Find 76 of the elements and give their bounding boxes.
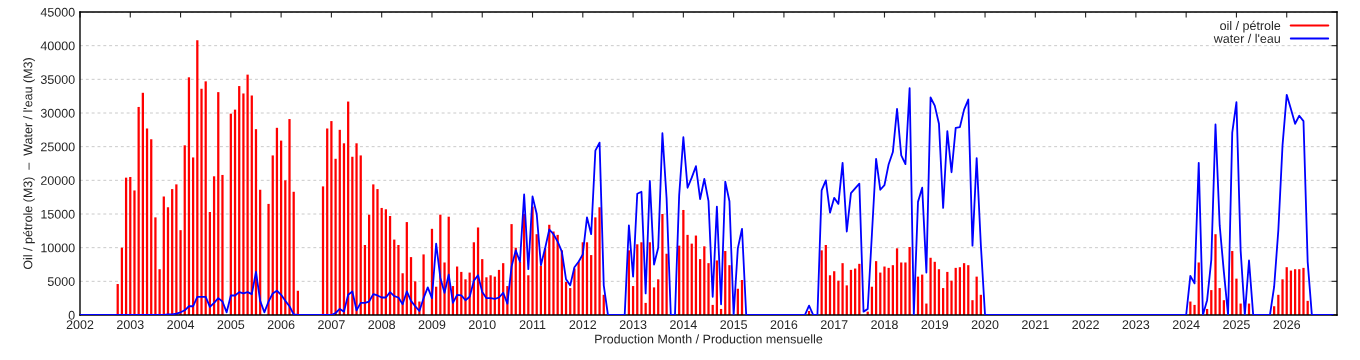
bar (355, 143, 358, 315)
bar (1193, 304, 1196, 315)
bar (1302, 267, 1305, 315)
x-tick-label: 2002 (66, 320, 94, 330)
x-tick-label: 2004 (167, 320, 195, 330)
legend-label: oil / pétrole (1220, 20, 1281, 33)
y-tick-label: 5000 (47, 277, 75, 286)
x-tick-label: 2024 (1172, 320, 1200, 330)
y-tick-label: 20000 (41, 176, 75, 185)
x-tick-label: 2014 (670, 320, 697, 330)
bar (728, 265, 731, 315)
x-tick-label: 2005 (217, 320, 245, 330)
bar (707, 263, 710, 315)
bar (376, 189, 379, 315)
bar (552, 231, 555, 315)
bar (841, 263, 844, 315)
x-tick-label: 2018 (871, 320, 898, 330)
bar (598, 207, 601, 315)
y-tick-label: 15000 (41, 209, 75, 219)
y-tick-label: 45000 (40, 7, 75, 17)
bar (175, 184, 178, 315)
x-tick-label: 2011 (519, 320, 546, 330)
x-tick-label: 2022 (1072, 320, 1099, 330)
bar (531, 206, 534, 315)
x-tick-label: 2016 (770, 320, 798, 330)
bar (883, 266, 886, 315)
x-tick-label: 2023 (1122, 320, 1150, 330)
bar (221, 174, 224, 315)
x-tick-label: 2020 (971, 320, 999, 330)
x-tick-label: 2026 (1273, 320, 1301, 330)
bar (489, 275, 492, 315)
bar (246, 74, 249, 315)
x-tick-label: 2006 (267, 320, 295, 330)
bar (200, 88, 203, 315)
bar (577, 261, 580, 315)
bar (1281, 279, 1284, 315)
bar (661, 214, 664, 315)
legend-label: water / l'eau (1213, 33, 1280, 43)
bar (950, 280, 953, 315)
x-tick-label: 2010 (468, 320, 496, 330)
x-tick-label: 2017 (820, 320, 848, 330)
bar (154, 217, 157, 315)
x-tick-label: 2003 (117, 320, 144, 330)
bar (288, 119, 291, 315)
y-tick-label: 10000 (41, 243, 75, 253)
bar (485, 277, 488, 315)
y-tick-label: 30000 (40, 108, 75, 118)
bar (133, 190, 136, 315)
bar (464, 279, 467, 315)
bar (397, 244, 400, 315)
bar (929, 257, 932, 315)
x-tick-label: 2009 (418, 320, 446, 330)
x-tick-label: 2013 (619, 320, 647, 330)
y-tick-label: 25000 (41, 142, 75, 152)
x-tick-label: 2015 (720, 320, 748, 330)
bar (640, 242, 643, 315)
line-series (80, 87, 1334, 315)
bar (971, 300, 974, 315)
x-tick-label: 2012 (569, 320, 597, 330)
bar (908, 246, 911, 315)
x-tick-label: 2007 (318, 320, 345, 330)
y-tick-label: 40000 (40, 41, 75, 51)
bar (267, 203, 270, 315)
bar (330, 121, 333, 315)
bar (820, 250, 823, 315)
x-tick-label: 2021 (1022, 320, 1049, 330)
y-tick-label: 0 (68, 310, 75, 320)
bar (686, 234, 689, 315)
bar (1214, 234, 1217, 315)
x-tick-label: 2019 (921, 320, 949, 330)
y-tick-label: 35000 (40, 75, 75, 84)
x-tick-label: 2008 (368, 320, 396, 330)
x-axis-title: Production Month / Production mensuelle (595, 334, 823, 344)
x-tick-label: 2025 (1223, 320, 1250, 330)
bar (1235, 278, 1238, 315)
y-axis-title: Oil / pétrole (M3) – Water / l'eau (M3) (23, 58, 35, 270)
